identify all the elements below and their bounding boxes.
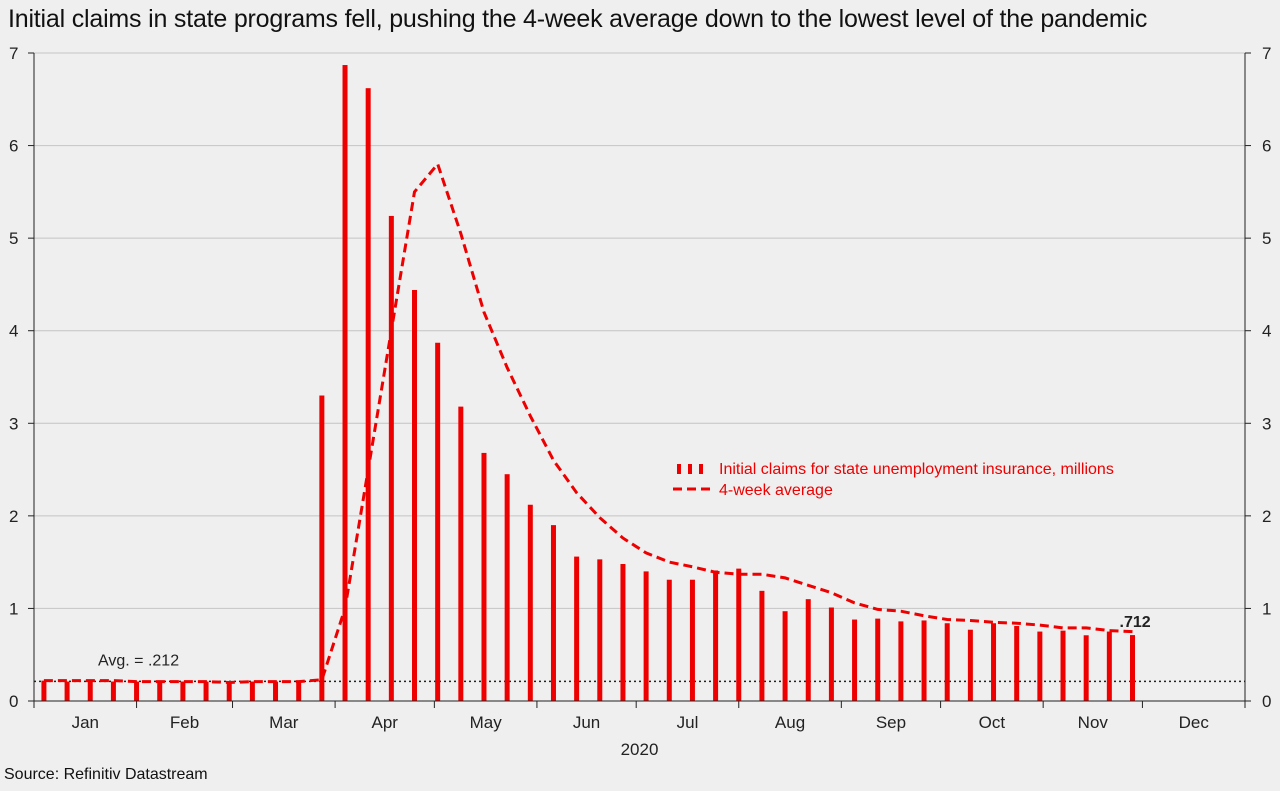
bar — [388, 215, 394, 701]
bar — [435, 342, 441, 701]
bar — [64, 681, 70, 701]
bar — [481, 452, 487, 701]
y-tick-label-left: 2 — [9, 507, 18, 526]
bar — [1014, 626, 1020, 701]
y-tick-label-left: 6 — [9, 137, 18, 156]
x-axis-year-label: 2020 — [621, 740, 659, 759]
bar — [597, 559, 603, 701]
bar — [249, 681, 255, 701]
bar — [365, 88, 371, 702]
bar — [226, 682, 232, 701]
axes: 0 0 1 1 2 2 3 3 4 4 5 5 6 6 7 7 Jan Feb Mar Apr May Jun Jul Aug… — [9, 44, 1271, 759]
bar — [342, 65, 348, 701]
end-value-label: .712 — [1120, 614, 1151, 631]
y-tick-label-right: 1 — [1262, 599, 1271, 618]
legend-average-label: 4-week average — [719, 482, 833, 499]
bar — [643, 571, 649, 701]
y-tick-label-left: 5 — [9, 229, 18, 248]
y-tick-label-left: 4 — [9, 322, 18, 341]
bar — [666, 579, 672, 701]
bar — [898, 621, 904, 701]
x-tick-label: Mar — [269, 713, 299, 732]
x-tick-label: Sep — [876, 713, 906, 732]
y-tick-label-right: 4 — [1262, 322, 1271, 341]
legend: Initial claims for state unemployment in… — [673, 461, 1114, 499]
bar — [782, 611, 788, 701]
bar — [180, 681, 186, 701]
bar — [875, 618, 881, 701]
bar — [87, 681, 93, 701]
bar — [967, 629, 973, 701]
bar — [1037, 631, 1043, 701]
bar — [550, 525, 556, 701]
bar — [203, 681, 209, 701]
x-tick-label: Jun — [573, 713, 600, 732]
bar — [412, 289, 418, 701]
x-tick-label: May — [470, 713, 503, 732]
bar — [1060, 630, 1066, 701]
bar — [689, 579, 695, 701]
y-tick-label-right: 5 — [1262, 229, 1271, 248]
chart-source: Source: Refinitiv Datastream — [4, 766, 208, 783]
bar — [574, 556, 580, 701]
bar — [991, 623, 997, 701]
bar — [1130, 635, 1136, 701]
x-tick-label: Jul — [677, 713, 699, 732]
x-tick-label: Oct — [979, 713, 1006, 732]
bar — [1106, 631, 1112, 701]
bar — [458, 406, 464, 701]
legend-bars-label: Initial claims for state unemployment in… — [719, 461, 1114, 478]
x-tick-label: Apr — [371, 713, 398, 732]
x-tick-label: Nov — [1078, 713, 1109, 732]
y-tick-label-right: 2 — [1262, 507, 1271, 526]
bar — [805, 599, 811, 701]
bar — [110, 681, 116, 701]
y-tick-label-left: 0 — [9, 692, 18, 711]
bar — [921, 620, 927, 701]
y-tick-label-right: 7 — [1262, 44, 1271, 63]
bar — [852, 619, 858, 701]
x-tick-label: Dec — [1179, 713, 1210, 732]
reference-label: Avg. = .212 — [98, 652, 179, 669]
bar — [273, 681, 279, 701]
y-tick-label-right: 6 — [1262, 137, 1271, 156]
bar — [828, 607, 834, 701]
x-tick-label: Jan — [72, 713, 99, 732]
bar — [1083, 635, 1089, 701]
bar — [319, 395, 325, 701]
bar — [41, 680, 47, 701]
bar — [713, 570, 719, 701]
y-tick-label-left: 7 — [9, 44, 18, 63]
bar — [527, 504, 533, 701]
x-tick-label: Aug — [775, 713, 805, 732]
y-tick-label-right: 3 — [1262, 414, 1271, 433]
y-tick-label-left: 3 — [9, 414, 18, 433]
bar — [759, 590, 765, 701]
x-tick-label: Feb — [170, 713, 199, 732]
bar — [504, 474, 510, 701]
bar — [134, 681, 140, 701]
bar — [736, 568, 742, 701]
bar — [944, 623, 950, 701]
y-tick-label-right: 0 — [1262, 692, 1271, 711]
chart-title: Initial claims in state programs fell, p… — [8, 5, 1148, 33]
bar — [296, 680, 302, 701]
grid-lines — [34, 52, 1245, 609]
annotations: Avg. = .212 .712 — [98, 614, 1151, 669]
y-tick-label-left: 1 — [9, 599, 18, 618]
bar — [620, 563, 626, 701]
bar — [157, 682, 163, 701]
bar-series — [41, 65, 1136, 702]
